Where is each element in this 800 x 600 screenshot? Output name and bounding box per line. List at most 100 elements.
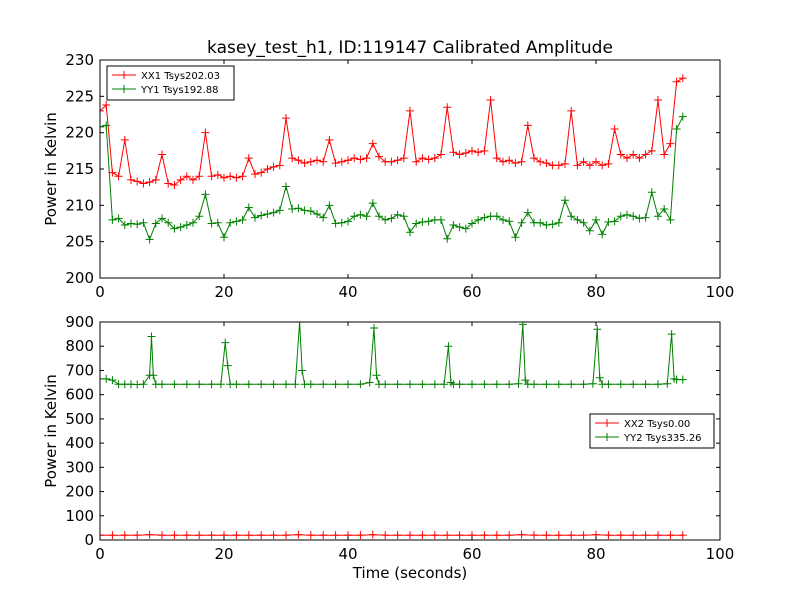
data-point [536, 157, 545, 166]
data-point [139, 218, 148, 227]
data-point [542, 220, 551, 229]
data-point [616, 150, 625, 159]
data-point [195, 531, 204, 540]
data-point [449, 220, 458, 229]
data-point [430, 380, 439, 389]
data-point [356, 155, 365, 164]
data-point [573, 215, 582, 224]
data-point [517, 530, 526, 539]
y-tick-label: 100 [65, 507, 94, 525]
data-point [393, 531, 402, 540]
data-point [133, 177, 142, 186]
data-point [244, 531, 253, 540]
data-point [492, 380, 501, 389]
data-point [251, 213, 259, 222]
data-point [176, 175, 185, 184]
y-tick-label: 700 [65, 361, 94, 379]
data-point [542, 159, 551, 168]
data-point [678, 74, 687, 83]
data-point [176, 223, 185, 232]
y-tick-label: 200 [65, 269, 94, 287]
y-tick-label: 210 [65, 196, 94, 214]
data-point [616, 380, 625, 389]
data-point [592, 157, 600, 166]
data-point [331, 219, 340, 228]
data-point [424, 155, 433, 164]
data-point [100, 531, 104, 540]
data-point [406, 228, 414, 237]
x-tick-label: 40 [338, 545, 357, 563]
data-point [480, 531, 489, 540]
data-point [518, 322, 527, 329]
data-point [511, 159, 520, 168]
data-point [368, 139, 377, 148]
data-point [418, 154, 427, 163]
series-1 [100, 530, 687, 540]
data-point [288, 204, 297, 213]
data-point [269, 531, 278, 540]
data-point [220, 173, 228, 182]
data-point [158, 380, 166, 389]
data-point [145, 178, 154, 187]
data-point [660, 204, 669, 213]
data-point [216, 380, 225, 389]
data-point [269, 380, 278, 389]
data-point [350, 212, 359, 221]
y-tick-label: 220 [65, 124, 94, 142]
data-point [238, 172, 247, 181]
data-point [492, 212, 501, 221]
data-point [579, 218, 588, 227]
data-point [499, 215, 507, 224]
data-point [678, 375, 687, 384]
data-point [474, 215, 483, 224]
data-point [149, 371, 158, 380]
data-point [393, 380, 402, 389]
data-point [437, 215, 445, 224]
data-point [505, 217, 514, 226]
data-point [654, 380, 662, 389]
data-point [585, 161, 594, 170]
data-point [182, 220, 191, 229]
data-point [598, 230, 607, 239]
data-point [182, 380, 191, 389]
data-point [381, 531, 390, 540]
data-point [306, 157, 315, 166]
data-point [325, 201, 334, 210]
data-point [263, 210, 272, 219]
data-point [610, 125, 619, 134]
data-point [573, 161, 582, 170]
data-point [127, 219, 135, 228]
data-point [331, 531, 340, 540]
data-point [623, 210, 631, 219]
data-point [127, 175, 135, 184]
data-point [251, 170, 259, 179]
data-point [654, 531, 662, 540]
data-point [424, 217, 433, 226]
data-point [635, 214, 644, 223]
data-point [325, 135, 334, 144]
data-point [604, 218, 613, 227]
x-axis-label: Time (seconds) [352, 564, 468, 582]
data-point [182, 172, 191, 181]
data-point [344, 380, 352, 389]
data-point [393, 210, 402, 219]
data-point [313, 156, 321, 165]
legend-label: YY1 Tsys192.88 [140, 85, 219, 96]
series-1 [100, 74, 687, 189]
data-point [567, 380, 576, 389]
data-point [298, 366, 307, 375]
data-point [440, 380, 449, 389]
data-point [641, 380, 650, 389]
data-point [269, 208, 278, 217]
x-tick-label: 100 [706, 545, 735, 563]
data-point [588, 379, 597, 388]
data-point [368, 530, 377, 539]
data-point [505, 531, 514, 540]
y-tick-label: 230 [65, 51, 94, 69]
x-tick-label: 0 [95, 545, 105, 563]
data-point [195, 212, 204, 221]
data-point [499, 157, 507, 166]
legend-box [106, 65, 235, 101]
data-point [530, 531, 538, 540]
data-point [666, 531, 675, 540]
